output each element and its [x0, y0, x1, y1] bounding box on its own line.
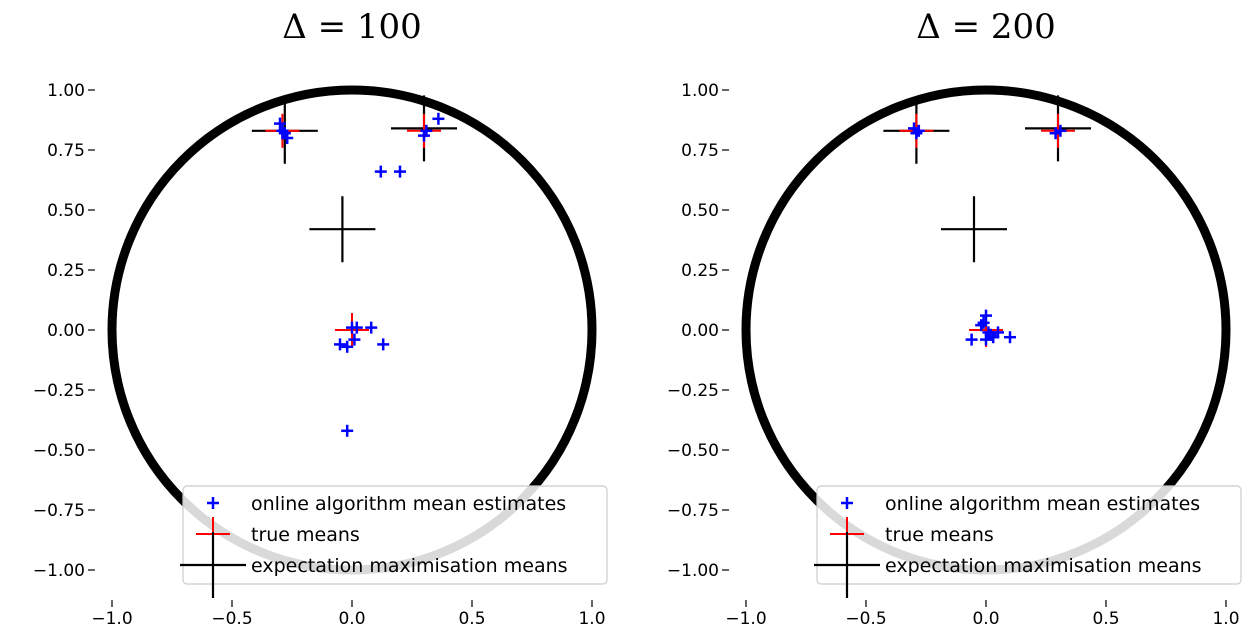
y-tick-label: 0.00 — [681, 321, 719, 341]
chart-title: Δ = 100 — [282, 7, 422, 47]
y-tick-label: −0.50 — [667, 441, 719, 461]
online-estimate-point — [975, 319, 988, 332]
online-estimate-point — [374, 165, 387, 178]
online-estimate-point — [1004, 331, 1016, 344]
online-estimate-point — [348, 333, 361, 346]
y-tick-label: 1.00 — [681, 81, 719, 101]
legend-marker — [180, 532, 246, 598]
x-tick-label: 1.0 — [578, 609, 605, 629]
online-estimate-point — [394, 165, 406, 178]
y-tick-label: 0.50 — [681, 201, 719, 221]
legend-label: online algorithm mean estimates — [885, 493, 1200, 515]
x-tick-label: 0.5 — [1092, 609, 1119, 629]
online-estimate-point — [1054, 124, 1067, 137]
x-tick-label: −1.0 — [725, 609, 766, 629]
online-estimate-point — [365, 321, 378, 334]
x-tick-label: 0.0 — [338, 609, 365, 629]
y-tick-label: 0.75 — [47, 141, 85, 161]
online-estimate-point — [350, 321, 363, 334]
online-estimate-point — [980, 309, 992, 322]
online-estimate-point — [982, 326, 995, 339]
y-tick-label: 0.00 — [47, 321, 85, 341]
legend: online algorithm mean estimates true mean… — [180, 485, 608, 598]
y-tick-label: −0.75 — [667, 501, 719, 521]
y-tick-label: 1.00 — [47, 81, 85, 101]
online-estimate-point — [910, 127, 923, 140]
y-tick-label: 0.75 — [681, 141, 719, 161]
legend-marker — [841, 497, 853, 509]
online-estimate-point — [432, 112, 445, 125]
y-tick-label: −1.00 — [667, 561, 719, 581]
y-tick-label: 0.50 — [47, 201, 85, 221]
online-estimate-point — [420, 124, 433, 137]
subplot-delta-200: Δ = 200 1.00 0.75 0.50 0.25 0.00 −0.25 −0.50 −0.… — [667, 7, 1242, 629]
online-estimate-point — [334, 338, 346, 351]
y-tick-label: −0.75 — [33, 501, 85, 521]
online-estimate-point — [274, 117, 286, 130]
y-tick-label: −0.50 — [33, 441, 85, 461]
x-tick-label: −0.5 — [211, 609, 252, 629]
online-estimate-point — [984, 328, 997, 341]
em-mean-point — [309, 196, 376, 263]
y-tick-label: −0.25 — [33, 381, 85, 401]
online-estimate-point — [276, 124, 289, 137]
legend-label: true means — [251, 524, 360, 546]
legend-frame — [182, 485, 608, 585]
legend-marker — [814, 532, 880, 598]
online-estimate-point — [278, 127, 291, 140]
y-tick-label: 0.25 — [47, 261, 85, 281]
y-tick-label: −1.00 — [33, 561, 85, 581]
online-estimate-point — [965, 333, 978, 346]
legend-label: expectation maximisation means — [885, 555, 1202, 577]
x-tick-label: −1.0 — [91, 609, 132, 629]
y-tick-label: −0.25 — [667, 381, 719, 401]
legend-label: online algorithm mean estimates — [251, 493, 566, 515]
online-estimate-point — [377, 338, 390, 351]
x-tick-label: 1.0 — [1212, 609, 1239, 629]
x-tick-label: −0.5 — [845, 609, 886, 629]
online-estimate-point — [341, 424, 354, 437]
x-tick-label: 0.5 — [458, 609, 485, 629]
y-tick-label: 0.25 — [681, 261, 719, 281]
chart-title: Δ = 200 — [916, 7, 1056, 47]
x-tick-label: 0.0 — [972, 609, 999, 629]
online-estimate-point — [977, 316, 990, 329]
em-mean-point — [941, 196, 1007, 263]
legend: online algorithm mean estimates true mean… — [814, 485, 1242, 598]
legend-label: expectation maximisation means — [251, 555, 568, 577]
legend-label: true means — [885, 524, 994, 546]
legend-marker — [207, 497, 219, 509]
subplot-delta-100: Δ = 100 1.00 0.75 0.50 0.25 0.00 −0.25 −0.50 −0.… — [33, 7, 608, 629]
online-estimate-point — [341, 340, 354, 353]
legend-frame — [816, 485, 1242, 585]
online-estimate-point — [912, 124, 925, 137]
